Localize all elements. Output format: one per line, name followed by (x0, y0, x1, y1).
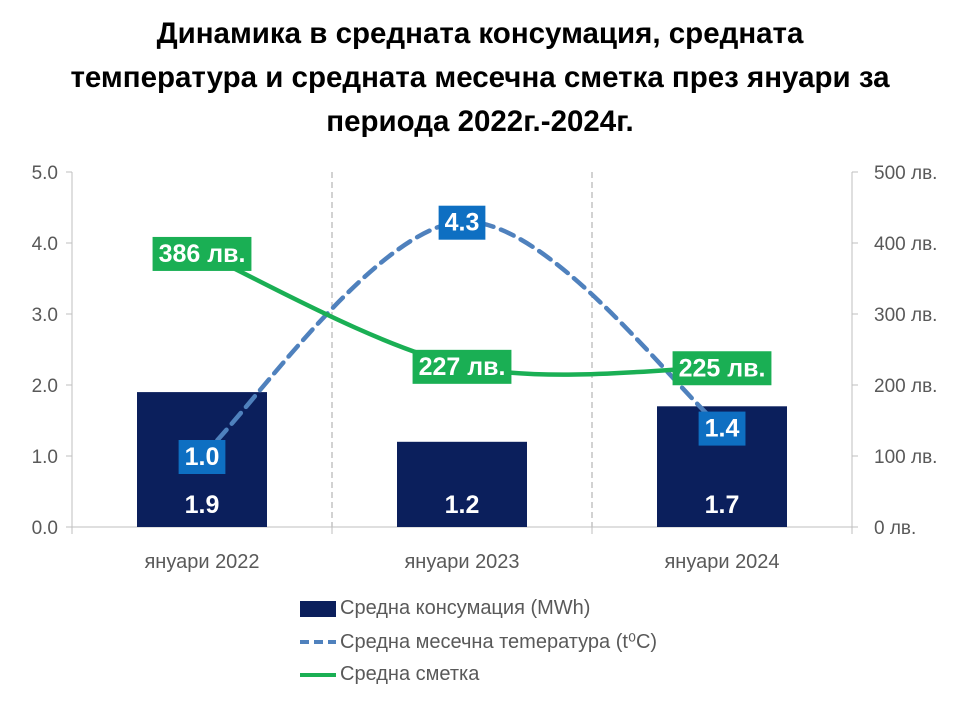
left-axis-tick-label: 4.0 (32, 234, 58, 255)
legend-item-bill: Средна сметка (300, 658, 657, 691)
temperature-data-label-box (178, 440, 226, 474)
left-axis-tick-label: 5.0 (32, 163, 58, 184)
left-axis-tick-label: 1.0 (32, 447, 58, 468)
bill-data-label-box (152, 236, 252, 271)
legend-bar-swatch (300, 600, 336, 617)
x-axis-category-label: януари 2023 (404, 551, 519, 573)
right-axis-tick-label: 400 лв. (874, 234, 937, 255)
consumption-bar-label: 1.7 (705, 491, 740, 519)
right-axis-tick-label: 300 лв. (874, 305, 937, 326)
chart-title-line-1: Динамика в средната консумация, средната (156, 17, 804, 50)
legend-solid-line-swatch (300, 672, 336, 677)
left-axis-tick-label: 0.0 (32, 518, 58, 539)
temperature-data-label-box (438, 205, 486, 240)
legend-label-temperature: Средна месечна теmература (t⁰C) (340, 631, 658, 653)
temperature-data-label-box (698, 411, 746, 446)
consumption-bar (397, 441, 527, 527)
left-axis-tick-label: 2.0 (32, 376, 58, 397)
x-axis-category-label: януари 2024 (664, 551, 779, 573)
legend-item-temperature: Средна месечна теmература (t⁰C) (300, 625, 657, 658)
chart-title-line-3: периода 2022г.-2024г. (326, 105, 634, 138)
right-axis-tick-label: 0 лв. (874, 518, 916, 539)
legend-label-consumption: Средна консумация (MWh) (340, 597, 591, 619)
temperature-data-label: 1.0 (185, 443, 220, 471)
legend: Средна консумация (MWh) Средна месечна т… (300, 592, 657, 691)
temperature-data-label: 1.4 (705, 415, 740, 443)
left-axis-tick-label: 3.0 (32, 305, 58, 326)
consumption-bar-label: 1.9 (185, 491, 220, 519)
right-axis-tick-label: 100 лв. (874, 447, 937, 468)
bill-data-label: 225 лв. (679, 354, 766, 382)
bill-data-label-box (412, 349, 512, 384)
temperature-line (199, 219, 725, 459)
x-axis-category-label: януари 2022 (144, 551, 259, 573)
right-axis-tick-label: 200 лв. (874, 376, 937, 397)
chart-title: Динамика в средната консумация, средната… (0, 12, 960, 144)
consumption-bar-label: 1.2 (445, 491, 480, 519)
legend-item-consumption: Средна консумация (MWh) (300, 592, 657, 625)
legend-label-bill: Средна сметка (340, 663, 480, 685)
chart-title-line-2: температура и средната месечна сметка пр… (70, 61, 890, 94)
bill-data-label: 386 лв. (159, 240, 246, 268)
legend-dashed-line-swatch (300, 639, 336, 644)
temperature-data-label: 4.3 (445, 209, 480, 237)
right-axis-tick-label: 500 лв. (874, 163, 937, 184)
bill-data-label-box (672, 351, 772, 386)
bill-data-label: 227 лв. (419, 353, 506, 381)
